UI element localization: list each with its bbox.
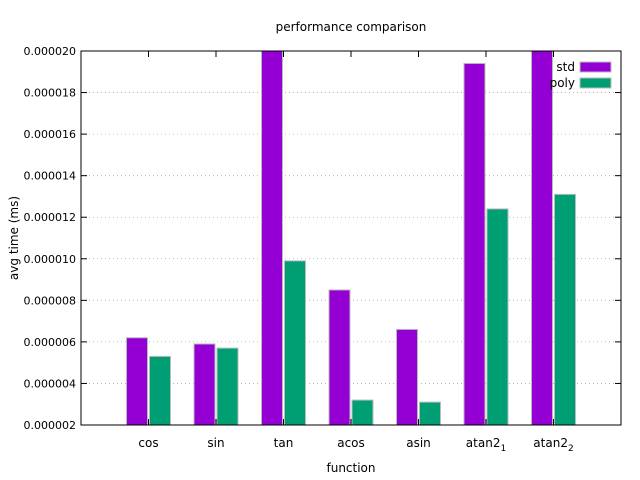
y-tick-label: 0.000006 [24,336,77,349]
x-tick-label: acos [337,436,365,450]
chart-title: performance comparison [276,20,427,34]
y-tick-label: 0.000018 [24,87,77,100]
bar-std [261,50,283,426]
bar-poly [284,260,306,426]
y-axis-ticks: 0.000002 0.000004 0.000006 0.000008 0.000010… [24,45,621,432]
x-axis-ticks: cos sin tan acos asin atan21 atan22 [138,51,574,454]
bar-poly [419,401,441,426]
bar-std [328,289,351,426]
legend-swatch-poly [579,77,612,89]
bar-std [531,50,553,426]
y-axis-label: avg time (ms) [7,196,21,280]
bar-poly [554,193,576,426]
y-tick-label: 0.000008 [24,294,77,307]
legend-label-std: std [556,60,575,74]
bar-std [396,328,418,426]
legend: std poly [550,60,612,90]
bar-std [463,62,486,426]
bars [126,50,576,426]
bar-poly [486,208,509,426]
bar-poly [216,347,239,426]
legend-swatch-std [579,61,612,73]
y-tick-label: 0.000010 [24,253,77,266]
bar-std [193,343,216,426]
x-tick-label: sin [207,436,224,450]
x-tick-label: tan [274,436,294,450]
y-tick-label: 0.000012 [24,211,77,224]
y-tick-label: 0.000002 [24,419,77,432]
x-tick-label: atan22 [533,436,573,454]
x-tick-label: atan21 [466,436,506,454]
x-tick-label: asin [406,436,431,450]
y-tick-label: 0.000016 [24,128,77,141]
y-tick-label: 0.000014 [24,170,77,183]
x-axis-label: function [326,461,375,475]
bar-poly [351,399,374,426]
bar-poly [149,355,171,426]
y-tick-label: 0.000020 [24,45,77,58]
x-tick-label: cos [138,436,158,450]
legend-label-poly: poly [550,76,575,90]
y-tick-label: 0.000004 [24,377,77,390]
bar-std [126,337,148,426]
